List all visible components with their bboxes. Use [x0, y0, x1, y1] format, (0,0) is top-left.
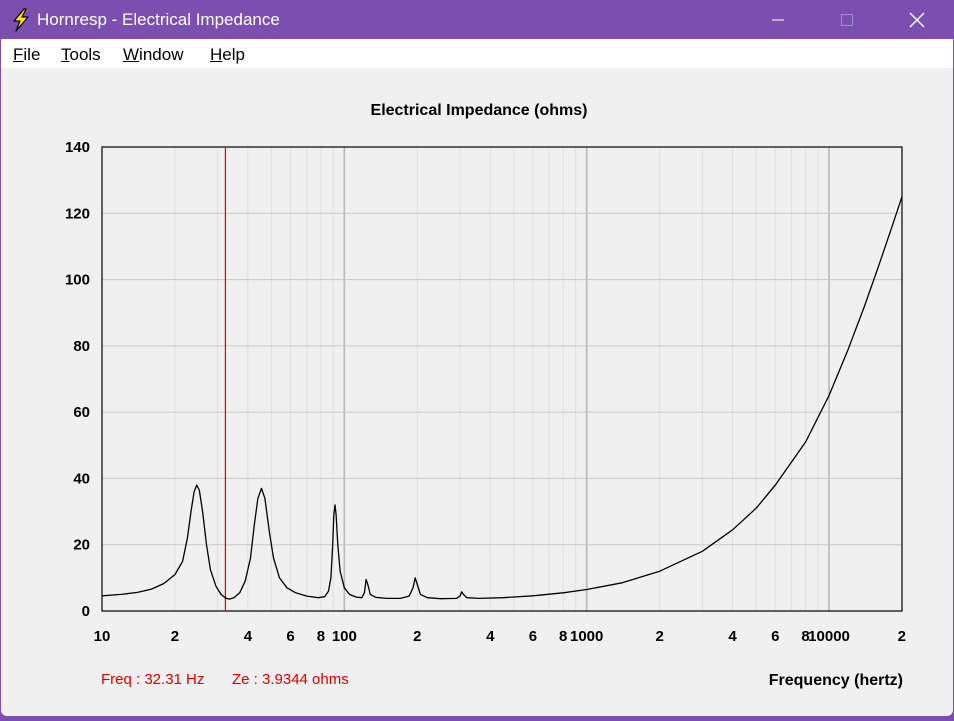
x-tick-label: 6 [286, 628, 294, 645]
maximize-button[interactable] [824, 1, 870, 39]
menu-file[interactable]: File [13, 45, 41, 64]
menu-help[interactable]: Help [210, 45, 245, 64]
x-tick-label: 100 [332, 628, 357, 645]
x-tick-label: 1000 [570, 628, 603, 645]
x-tick-label: 8 [559, 628, 567, 645]
x-tick-label: 2 [171, 628, 179, 645]
y-tick-label: 0 [82, 603, 90, 620]
y-tick-label: 100 [65, 272, 90, 289]
y-tick-label: 60 [73, 404, 90, 421]
impedance-chart[interactable]: Electrical Impedance (ohms) 0 20 40 60 80 100… [1, 68, 953, 716]
menu-bar: File Tools Window Help [1, 39, 953, 68]
y-axis-ticks: 0 20 40 60 80 100 120 140 [65, 139, 90, 620]
x-tick-label: 8 [801, 628, 809, 645]
x-tick-label: 4 [486, 628, 495, 645]
menu-window[interactable]: Window [123, 45, 184, 64]
maximize-icon [841, 14, 853, 26]
x-tick-label: 4 [244, 628, 253, 645]
y-tick-label: 140 [65, 139, 90, 156]
y-tick-label: 80 [73, 338, 90, 355]
x-tick-label: 6 [771, 628, 779, 645]
y-tick-label: 20 [73, 537, 90, 554]
window-title: Hornresp - Electrical Impedance [37, 10, 280, 29]
y-tick-label: 120 [65, 205, 90, 222]
chart-area: Electrical Impedance (ohms) 0 20 40 60 80 100… [1, 68, 953, 716]
close-icon [909, 12, 925, 28]
grid [102, 147, 902, 611]
x-tick-label: 8 [317, 628, 325, 645]
x-tick-label: 10000 [808, 628, 850, 645]
plot-frame [101, 146, 903, 612]
lightning-bolt-icon [13, 8, 29, 32]
x-tick-label: 4 [728, 628, 737, 645]
minimize-icon [772, 19, 784, 21]
freq-readout: Freq : 32.31 Hz [101, 671, 204, 688]
ze-readout: Ze : 3.9344 ohms [232, 671, 349, 688]
x-tick-label: 10 [94, 628, 111, 645]
x-tick-label: 2 [898, 628, 906, 645]
impedance-curve [101, 196, 903, 600]
x-axis-label: Frequency (hertz) [769, 672, 903, 689]
x-tick-label: 6 [529, 628, 537, 645]
chart-title: Electrical Impedance (ohms) [371, 102, 588, 119]
title-bar[interactable]: Hornresp - Electrical Impedance [1, 1, 953, 39]
x-tick-label: 2 [655, 628, 663, 645]
close-button[interactable] [894, 1, 940, 39]
minimize-button[interactable] [755, 1, 801, 39]
menu-tools[interactable]: Tools [61, 45, 101, 64]
x-tick-label: 2 [413, 628, 421, 645]
y-tick-label: 40 [73, 470, 90, 487]
